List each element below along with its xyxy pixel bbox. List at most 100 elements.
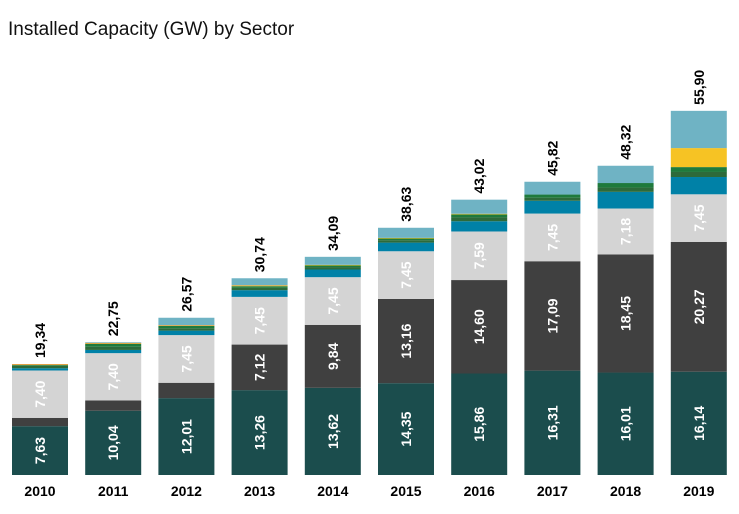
segment-label-2011-s1: 10,04 — [105, 425, 121, 460]
bar-segment-2018-s6 — [597, 183, 654, 188]
bar-segment-2017-s3 — [524, 213, 581, 262]
bar-segment-2015-s6 — [378, 238, 434, 241]
segment-label-2013-s3: 7,45 — [252, 307, 268, 334]
bar-segment-2014-s1 — [304, 387, 361, 475]
x-tick-label-2010: 2010 — [24, 483, 55, 499]
bar-segment-2011-s6 — [85, 343, 142, 347]
x-tick-label-2011: 2011 — [98, 483, 129, 499]
bar-segment-2018-s9 — [597, 165, 654, 184]
x-tick-label-2018: 2018 — [610, 483, 641, 499]
bar-segment-2010-s2 — [12, 417, 68, 427]
x-tick-label-2014: 2014 — [317, 483, 348, 499]
segment-label-2014-s1: 13,62 — [325, 414, 341, 449]
bar-segment-2010-s8 — [12, 364, 68, 365]
bar-segment-2018-s1 — [597, 372, 654, 475]
total-label-2019: 55,90 — [691, 70, 707, 105]
segment-label-2019-s1: 16,14 — [691, 406, 707, 441]
bar-segment-2012-s4 — [158, 330, 215, 336]
bar-segment-2010-s1 — [12, 426, 68, 475]
bar-segment-2010-s5 — [12, 365, 68, 369]
bar-segment-2010-s4 — [12, 368, 68, 371]
bar-segment-2014-s6 — [304, 265, 361, 268]
segment-label-2014-s2: 9,84 — [325, 343, 341, 370]
segment-label-2019-s3: 7,45 — [691, 204, 707, 231]
bar-segment-2013-s3 — [231, 296, 288, 345]
bar-segment-2012-s9 — [158, 317, 215, 326]
bar-segment-2015-s7 — [378, 237, 434, 239]
bar-segment-2014-s3 — [304, 277, 361, 325]
bar-segment-2016-s6 — [451, 214, 508, 218]
segment-label-2017-s1: 16,31 — [544, 405, 560, 440]
bar-segment-2017-s5 — [524, 197, 581, 201]
bar-segment-2014-s4 — [304, 269, 361, 278]
x-tick-label-2017: 2017 — [537, 483, 568, 499]
segment-label-2015-s2: 13,16 — [398, 323, 414, 358]
bar-segment-2016-s4 — [451, 221, 508, 232]
bar-segment-2012-s5 — [158, 328, 215, 331]
total-label-2016: 43,02 — [471, 158, 487, 193]
bar-segment-2011-s2 — [85, 400, 142, 411]
bar-segment-2013-s6 — [231, 286, 288, 288]
segment-label-2012-s3: 7,45 — [178, 345, 194, 372]
bar-segment-2015-s1 — [378, 383, 434, 475]
bar-segment-2018-s3 — [597, 208, 654, 255]
total-label-2013: 30,74 — [252, 237, 268, 272]
bar-segment-2010-s3 — [12, 370, 68, 418]
bar-segment-2018-s2 — [597, 254, 654, 373]
bar-segment-2015-s3 — [378, 251, 434, 299]
bar-segment-2014-s5 — [304, 267, 361, 270]
x-tick-label-2016: 2016 — [464, 483, 495, 499]
bar-segment-2014-s9 — [304, 256, 361, 265]
segment-label-2018-s1: 16,01 — [618, 406, 634, 441]
bar-segment-2012-s1 — [158, 398, 215, 475]
total-label-2011: 22,75 — [105, 301, 121, 336]
bar-segment-2017-s6 — [524, 194, 581, 198]
total-label-2015: 38,63 — [398, 187, 414, 222]
bar-segment-2019-s2 — [670, 241, 727, 372]
bar-segment-2016-s9 — [451, 199, 508, 214]
bar-segment-2016-s5 — [451, 217, 508, 222]
segment-label-2010-s1: 7,63 — [32, 437, 48, 464]
bar-segment-2019-s1 — [670, 371, 727, 475]
bar-segment-2019-s5 — [670, 171, 727, 178]
bar-segment-2011-s1 — [85, 410, 142, 475]
segment-label-2016-s3: 7,59 — [471, 242, 487, 269]
bar-segment-2015-s9 — [378, 227, 434, 238]
bar-segment-2019-s6 — [670, 167, 727, 172]
bar-segment-2013-s2 — [231, 344, 288, 391]
bar-segment-2014-s2 — [304, 324, 361, 388]
bar-segment-2015-s2 — [378, 298, 434, 384]
total-label-2014: 34,09 — [325, 216, 341, 251]
bar-segment-2015-s5 — [378, 240, 434, 243]
bar-segment-2013-s9 — [231, 278, 288, 286]
x-tick-label-2012: 2012 — [171, 483, 202, 499]
x-tick-label-2019: 2019 — [683, 483, 714, 499]
bar-segment-2019-s4 — [670, 177, 727, 195]
bar-segment-2011-s9 — [85, 342, 142, 343]
bar-segment-2011-s4 — [85, 349, 142, 354]
segment-label-2018-s2: 18,45 — [618, 296, 634, 331]
segment-label-2015-s1: 14,35 — [398, 411, 414, 446]
segment-label-2011-s3: 7,40 — [105, 363, 121, 390]
bar-segment-2016-s1 — [451, 373, 508, 475]
segment-label-2019-s2: 20,27 — [691, 289, 707, 324]
segment-label-2013-s2: 7,12 — [252, 354, 268, 381]
bar-segment-2012-s6 — [158, 326, 215, 329]
x-tick-label-2013: 2013 — [244, 483, 275, 499]
total-label-2010: 19,34 — [32, 323, 48, 358]
segment-label-2017-s3: 7,45 — [544, 224, 560, 251]
segment-label-2013-s1: 13,26 — [252, 415, 268, 450]
segment-label-2016-s1: 15,86 — [471, 407, 487, 442]
bar-segment-2015-s4 — [378, 242, 434, 252]
bar-segment-2011-s8 — [85, 342, 142, 344]
total-label-2017: 45,82 — [544, 141, 560, 176]
segment-label-2014-s3: 7,45 — [325, 287, 341, 314]
bar-segment-2011-s3 — [85, 353, 142, 401]
bar-segment-2011-s5 — [85, 346, 142, 350]
bar-segment-2019-s9 — [670, 110, 727, 149]
bar-segment-2019-s3 — [670, 194, 727, 242]
bar-segment-2013-s5 — [231, 287, 288, 291]
bar-segment-2018-s4 — [597, 191, 654, 209]
x-tick-label-2015: 2015 — [390, 483, 421, 499]
segment-label-2015-s3: 7,45 — [398, 261, 414, 288]
